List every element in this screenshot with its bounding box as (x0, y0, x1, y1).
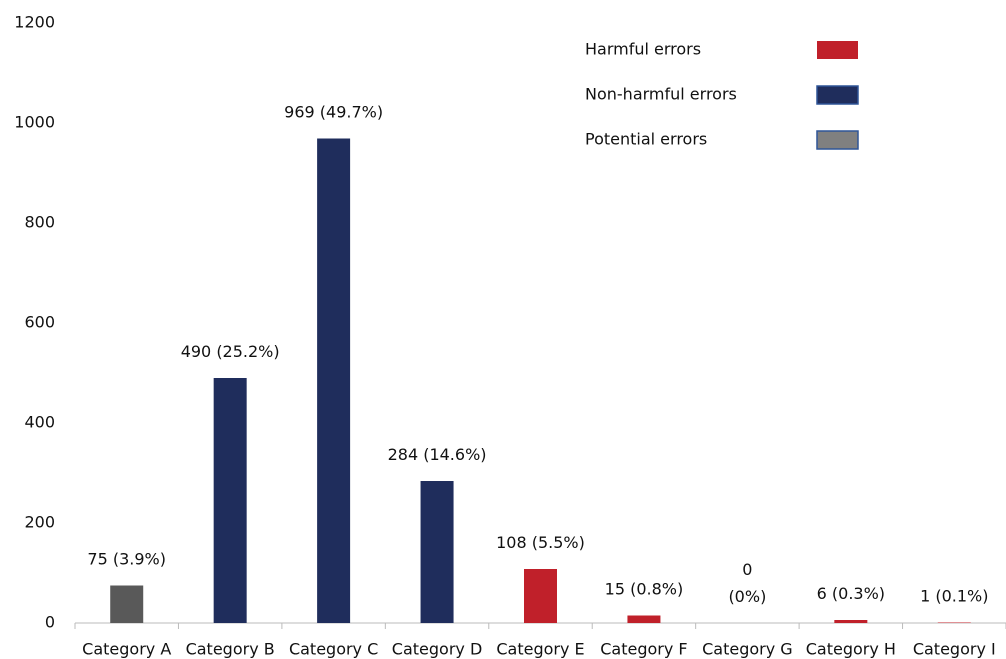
x-tick-label: Category I (913, 640, 996, 659)
y-tick-label: 1200 (14, 13, 55, 32)
data-label: 969 (49.7%) (284, 102, 383, 121)
legend-label: Non-harmful errors (585, 85, 737, 104)
data-label: 15 (0.8%) (605, 579, 684, 598)
legend-label: Harmful errors (585, 40, 701, 59)
legend-label: Potential errors (585, 130, 707, 149)
data-label: 284 (14.6%) (388, 445, 487, 464)
bar (834, 620, 868, 623)
bar (937, 622, 971, 623)
x-tick-label: Category A (82, 640, 171, 659)
data-label: 1 (0.1%) (920, 586, 988, 605)
bar (110, 585, 144, 623)
data-label: 75 (3.9%) (87, 549, 166, 568)
bar (420, 481, 454, 623)
bar (627, 615, 661, 623)
data-label: 108 (5.5%) (496, 533, 585, 552)
x-tick-label: Category F (600, 640, 687, 659)
x-tick-label: Category C (289, 640, 378, 659)
data-label: 6 (0.3%) (817, 584, 885, 603)
bar (213, 378, 247, 623)
bar (524, 569, 557, 623)
x-tick-label: Category B (186, 640, 275, 659)
legend-swatch (817, 41, 858, 59)
bar (317, 138, 351, 623)
y-tick-label: 200 (24, 513, 55, 532)
y-tick-label: 0 (45, 613, 55, 632)
legend-swatch (816, 130, 859, 150)
y-tick-label: 600 (24, 313, 55, 332)
y-tick-label: 1000 (14, 113, 55, 132)
data-label: 0 (0%) (728, 560, 766, 606)
x-tick-label: Category H (806, 640, 896, 659)
y-tick-label: 800 (24, 213, 55, 232)
x-tick-label: Category D (392, 640, 483, 659)
data-label: 490 (25.2%) (181, 342, 280, 361)
x-tick-label: Category E (496, 640, 584, 659)
x-tick-label: Category G (702, 640, 793, 659)
legend-swatch (816, 85, 859, 105)
y-tick-label: 400 (24, 413, 55, 432)
